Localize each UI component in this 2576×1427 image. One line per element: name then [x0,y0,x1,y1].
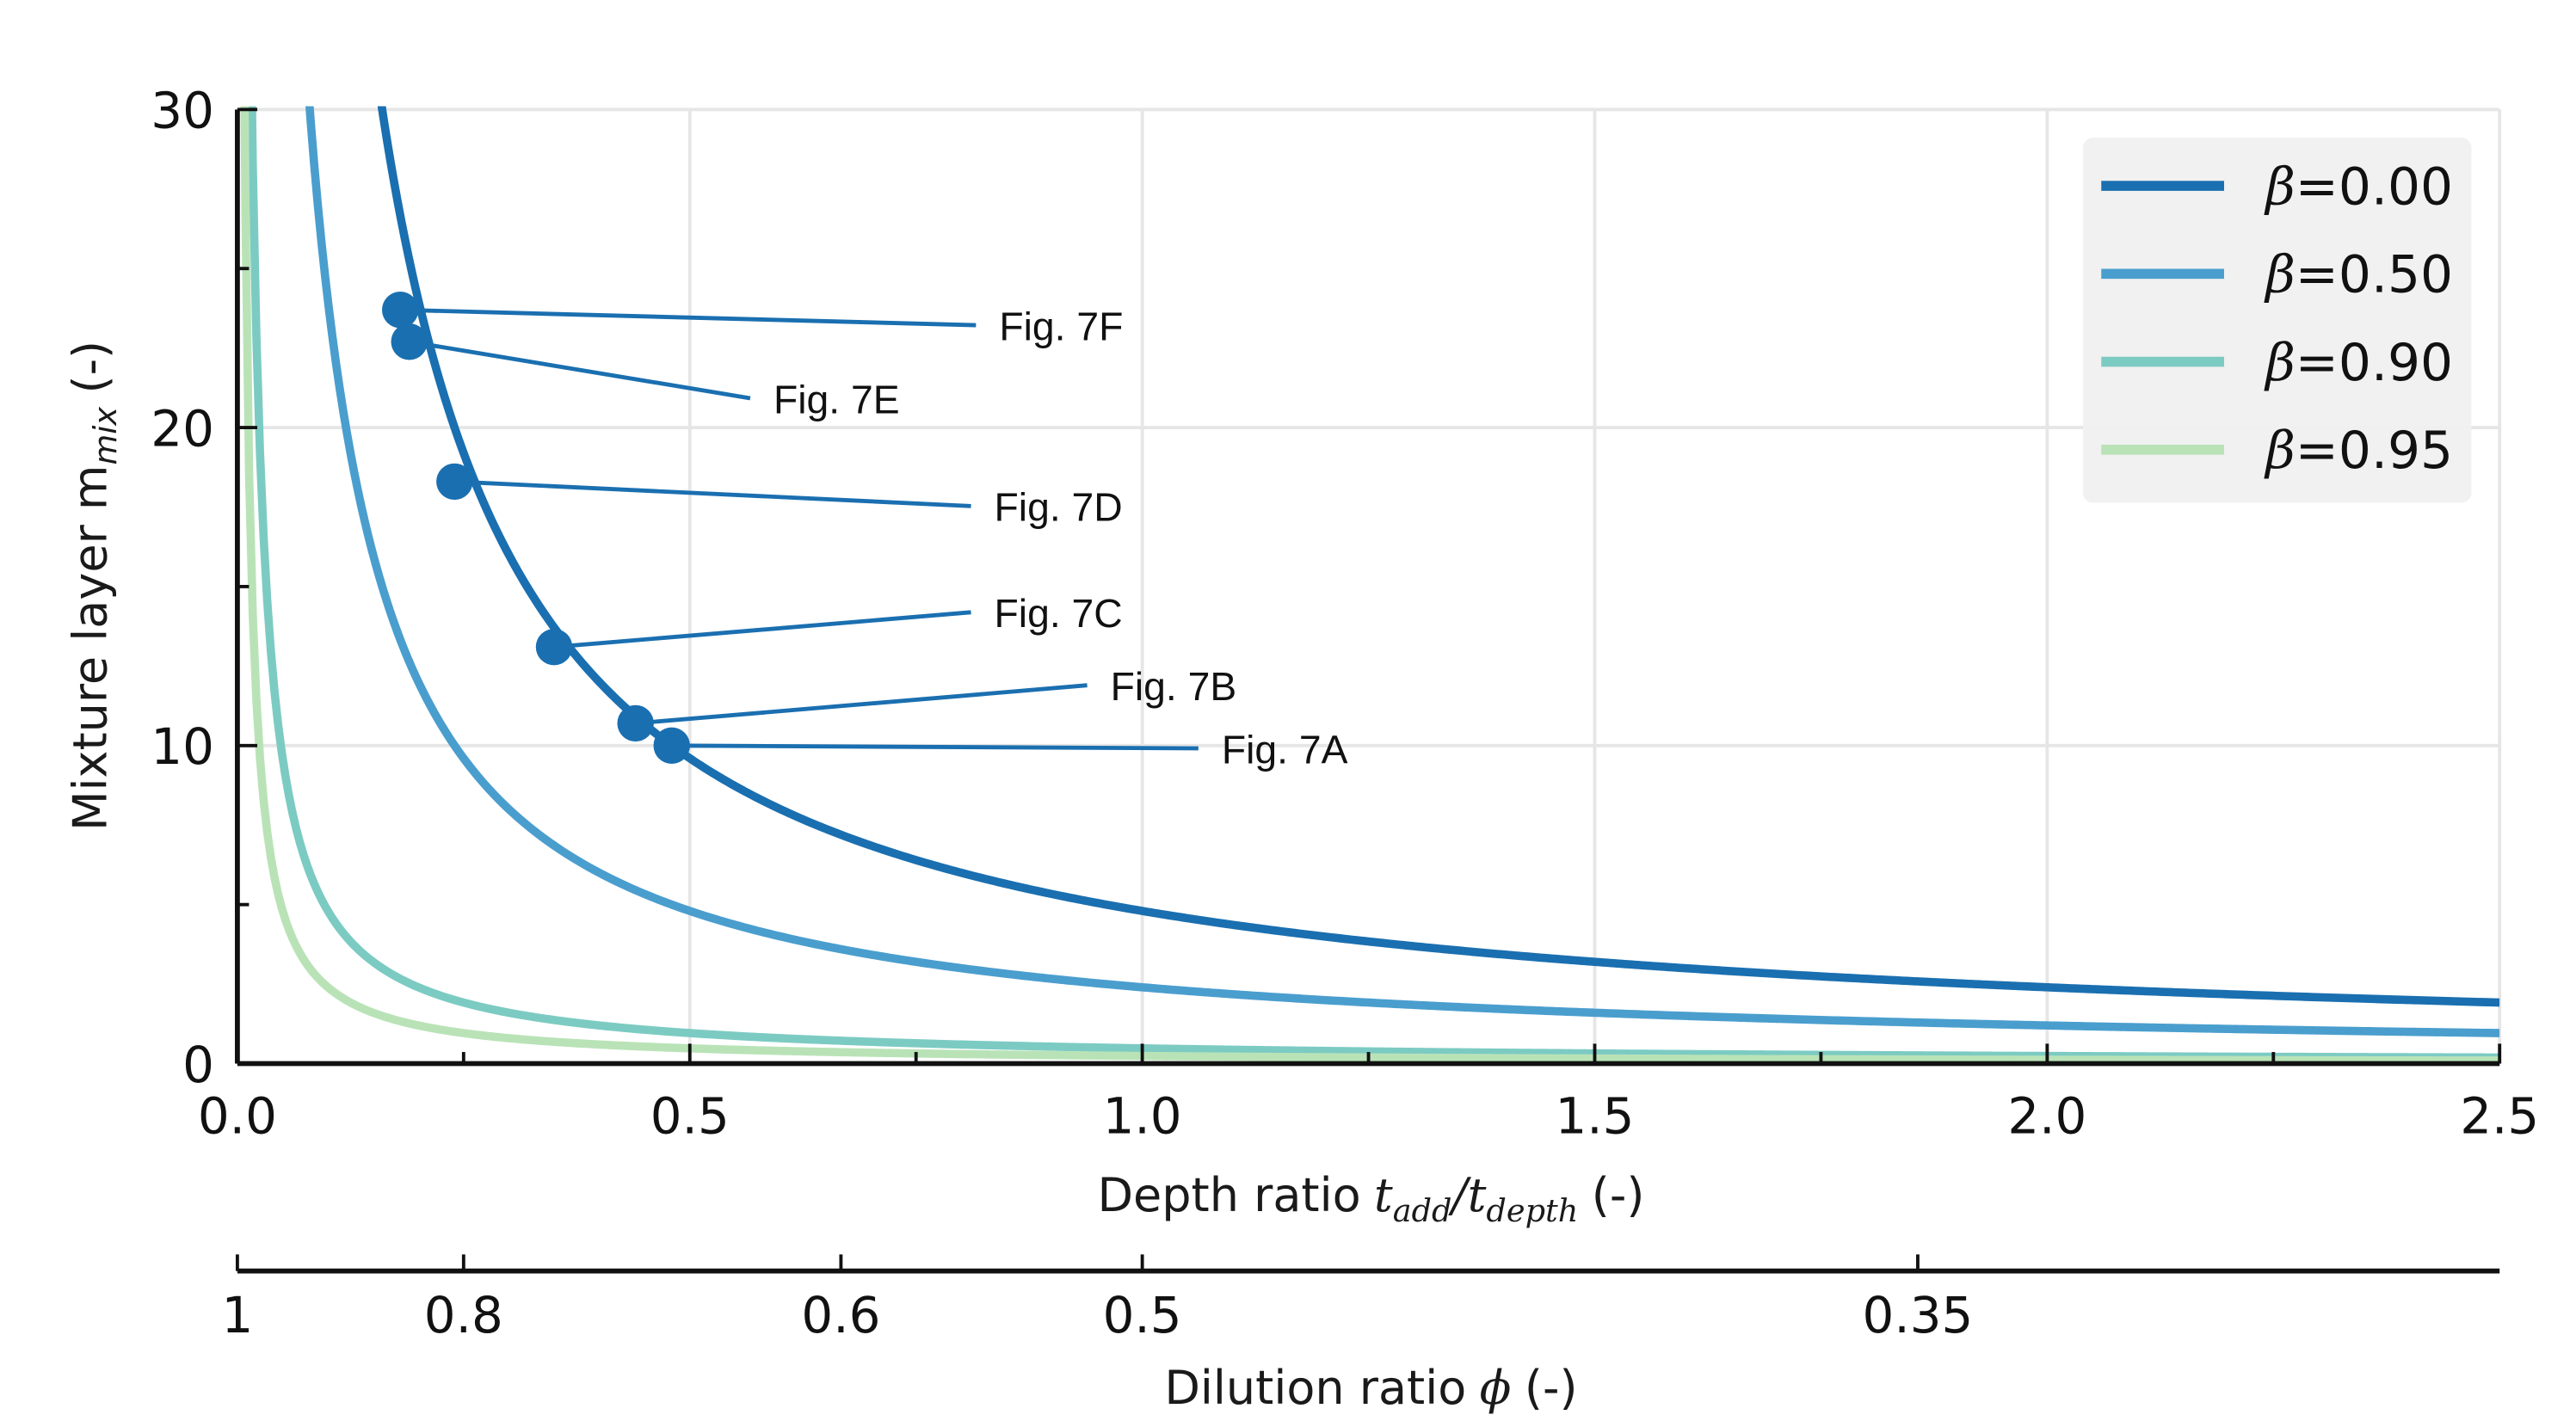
x-tick-label-2: 1.0 [1103,1087,1182,1146]
y-tick-label-1: 10 [151,717,214,776]
legend-label-3: β=0.95 [2264,421,2453,481]
y-tick-label-2: 20 [151,399,214,458]
secondary-tick-label-1: 0.8 [424,1286,503,1344]
annotation-layer: Fig. 7F Fig. 7E Fig. 7D Fig. 7C Fig. 7B Fig. … [381,292,1348,772]
annotation-leader-3 [553,610,971,649]
annotation-label-3: Fig. 7C [995,591,1123,636]
y-tick-label-0: 0 [182,1036,214,1094]
x-tick-label-5: 2.5 [2460,1087,2539,1146]
legend-label-1: β=0.50 [2264,245,2453,305]
annotation-leader-4 [635,683,1088,726]
secondary-tick-label-3: 0.5 [1103,1286,1182,1344]
secondary-tick-label-2: 0.6 [801,1286,880,1344]
tick-layer: 0.0 0.5 1.0 1.5 2.0 2.5 0 10 20 30 [151,82,2539,1146]
x-axis-label: Depth ratio tadd/tdepth (-) [1097,1168,1644,1229]
legend-label-0: β=0.00 [2264,157,2453,217]
annotation-label-1: Fig. 7E [773,377,900,421]
annotation-leader-1 [409,339,751,401]
secondary-axis: 1 0.8 0.6 0.5 0.35 [221,1254,2500,1344]
annotation-label-5: Fig. 7A [1222,727,1348,772]
annotation-leader-0 [400,307,977,328]
x-tick-label-3: 1.5 [1555,1087,1634,1146]
series-line-1 [305,106,2500,1037]
annotation-label-2: Fig. 7D [995,485,1123,530]
legend-label-2: β=0.90 [2264,333,2453,393]
secondary-tick-label-0: 1 [221,1286,253,1344]
series-layer [240,106,2500,1064]
annotation-point-5 [653,727,690,765]
annotation-point-1 [391,323,428,360]
legend: β=0.00 β=0.50 β=0.90 β=0.95 [2083,138,2472,503]
annotation-leader-5 [671,743,1199,751]
secondary-axis-label: Dilution ratio ϕ (-) [1164,1361,1577,1415]
annotation-label-4: Fig. 7B [1111,664,1237,709]
series-line-0 [377,106,2500,1007]
annotation-point-4 [617,704,654,742]
legend-box [2083,138,2472,503]
x-tick-label-0: 0.0 [198,1087,277,1146]
y-axis-label: Mixture layer mmix(-) [64,341,125,831]
y-tick-label-3: 30 [151,82,214,140]
annotation-point-2 [436,463,473,501]
x-tick-label-4: 2.0 [2007,1087,2086,1146]
annotation-point-0 [381,292,419,329]
annotation-leader-2 [454,479,971,508]
series-line-3 [240,106,2500,1064]
annotation-label-0: Fig. 7F [999,304,1123,348]
x-tick-label-1: 0.5 [650,1087,730,1146]
annotation-point-3 [535,628,573,666]
secondary-tick-label-4: 0.35 [1863,1286,1974,1344]
